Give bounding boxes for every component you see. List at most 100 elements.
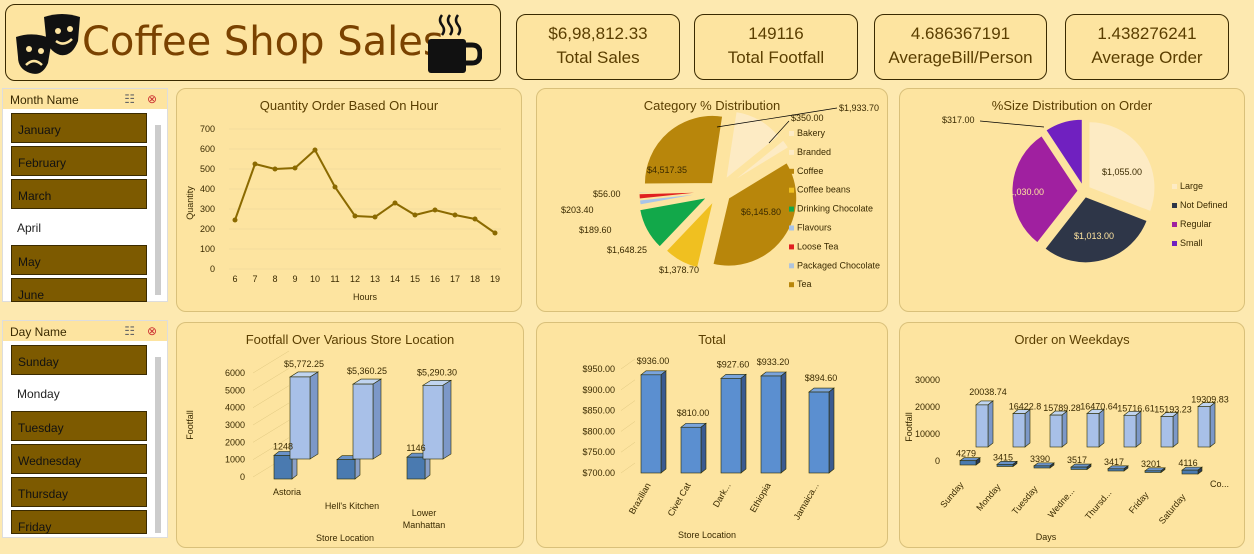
day-item-monday[interactable]: Monday (11, 378, 147, 408)
data-point (332, 184, 338, 190)
y-tick-label: 200 (200, 224, 215, 234)
legend-label: Not Defined (1180, 200, 1228, 210)
pie-slice (712, 161, 798, 267)
clear-filter-icon[interactable]: ⊗ (146, 324, 157, 338)
kpi-label: Total Sales (556, 48, 640, 67)
x-axis-label: Hours (353, 292, 378, 302)
x-tick-label: Dark... (711, 481, 733, 509)
bar (680, 426, 702, 474)
day-slicer-title: Day Name (10, 325, 67, 339)
x-axis-label: Store Location (678, 530, 736, 540)
multi-select-icon[interactable]: ☷ (124, 92, 135, 106)
kpi-average-bill: 4.686367191 AverageBill/Person (874, 14, 1047, 80)
kpi-total-footfall: 149116 Total Footfall (694, 14, 858, 80)
day-slicer: Day Name ☷ ⊗ Sunday Monday Tuesday Wedne… (2, 320, 168, 538)
month-item-march[interactable]: March (11, 179, 147, 209)
data-label: 15789.28 (1043, 403, 1081, 413)
data-label: $203.40 (561, 205, 594, 215)
month-slicer-scrollbar[interactable] (155, 125, 161, 295)
month-item-june[interactable]: June (11, 278, 147, 302)
pie-slice (1045, 118, 1083, 187)
bar-series0 (996, 464, 1014, 467)
data-label: $56.00 (593, 189, 621, 199)
day-item-thursday[interactable]: Thursday (11, 477, 147, 507)
data-label: 3201 (1141, 459, 1161, 469)
y-tick-label: 3000 (225, 420, 245, 430)
data-label: 3390 (1030, 454, 1050, 464)
bar-series1-side (1061, 410, 1068, 448)
data-label: 19309.83 (1191, 395, 1229, 405)
chart-title: Quantity Order Based On Hour (259, 98, 439, 113)
day-item-wednesday[interactable]: Wednesday (11, 444, 147, 474)
month-slicer-title: Month Name (10, 93, 79, 107)
legend-swatch (1172, 184, 1177, 189)
month-slicer: Month Name ☷ ⊗ January February March Ap… (2, 88, 168, 302)
multi-select-icon[interactable]: ☷ (124, 324, 135, 338)
x-tick-label: 11 (330, 274, 339, 284)
legend-swatch (789, 131, 794, 136)
kpi-value: 1.438276241 (1097, 24, 1197, 43)
legend-label: Coffee (797, 166, 823, 176)
kpi-label: Average Order (1091, 48, 1203, 67)
bar-side (700, 422, 707, 474)
clear-filter-icon[interactable]: ⊗ (146, 92, 157, 106)
footfall-location-bar-chart: 0 1000 2000 3000 4000 5000 6000 1248 $5,772.25 $5… (185, 350, 457, 543)
legend-swatch (789, 225, 794, 231)
series-line (234, 148, 496, 234)
day-slicer-scrollbar[interactable] (155, 357, 161, 533)
data-label: $927.60 (717, 359, 750, 369)
gridline (620, 379, 636, 391)
y-tick-label: 2000 (225, 437, 245, 447)
bar-series1-side (1135, 410, 1142, 448)
leader-line (768, 120, 790, 144)
x-tick-label: Friday (1127, 489, 1151, 515)
bar-side (828, 387, 835, 474)
legend-swatch (789, 187, 794, 193)
bar-series0 (273, 455, 293, 480)
month-item-february[interactable]: February (11, 146, 147, 176)
x-tick-label: 15 (410, 274, 420, 284)
legend-label: Loose Tea (797, 241, 838, 251)
data-point (312, 147, 318, 153)
y-tick-label: $900.00 (582, 385, 615, 395)
bar (808, 391, 830, 474)
x-tick-label: Jamaica... (792, 481, 821, 522)
legend-label: Bakery (797, 128, 826, 138)
data-label: $1,055.00 (1102, 167, 1142, 177)
gridline (620, 441, 636, 453)
x-tick-label: Lower (412, 508, 437, 518)
day-item-friday[interactable]: Friday (11, 510, 147, 534)
data-point (372, 214, 378, 220)
y-tick-label: 700 (200, 124, 215, 134)
kpi-value: 149116 (748, 24, 804, 43)
legend-label: Drinking Chocolate (797, 204, 873, 214)
bar-series1-side (1098, 408, 1105, 448)
x-tick-label: 6 (232, 274, 237, 284)
bar-series1 (975, 404, 989, 448)
pie-slice (638, 190, 708, 194)
data-point (392, 200, 398, 206)
gridline (252, 402, 290, 426)
data-point (272, 166, 278, 172)
bar-series1 (1197, 406, 1211, 448)
pie-slice (730, 139, 790, 184)
x-tick-label: 10 (310, 274, 320, 284)
month-item-april[interactable]: April (11, 212, 147, 242)
month-item-may[interactable]: May (11, 245, 147, 275)
x-tick-label: 13 (370, 274, 380, 284)
bar-side (780, 371, 787, 474)
chart-title: Total (698, 332, 726, 347)
size-pie-chart: $1,055.00 $1,013.00 $1,030.00 $317.00 Large N… (942, 115, 1228, 264)
month-item-january[interactable]: January (11, 113, 147, 143)
chart-card-weekday: Order on Weekdays 0 10000 20000 30000 20038.… (899, 322, 1245, 548)
y-axis-label: Footfall (185, 410, 195, 440)
bar-series1 (1012, 413, 1026, 448)
chart-card-total: Total $700.00 $750.00 $800.00 $850.00 $900.0… (536, 322, 888, 548)
day-item-sunday[interactable]: Sunday (11, 345, 147, 375)
day-item-tuesday[interactable]: Tuesday (11, 411, 147, 441)
data-label: 4116 (1178, 458, 1197, 468)
kpi-label: Total Footfall (727, 48, 825, 67)
bar-series1-side (372, 378, 382, 460)
dashboard-title-box: Coffee Shop Sales (5, 4, 501, 81)
data-label: 16422.8 (1009, 402, 1042, 412)
